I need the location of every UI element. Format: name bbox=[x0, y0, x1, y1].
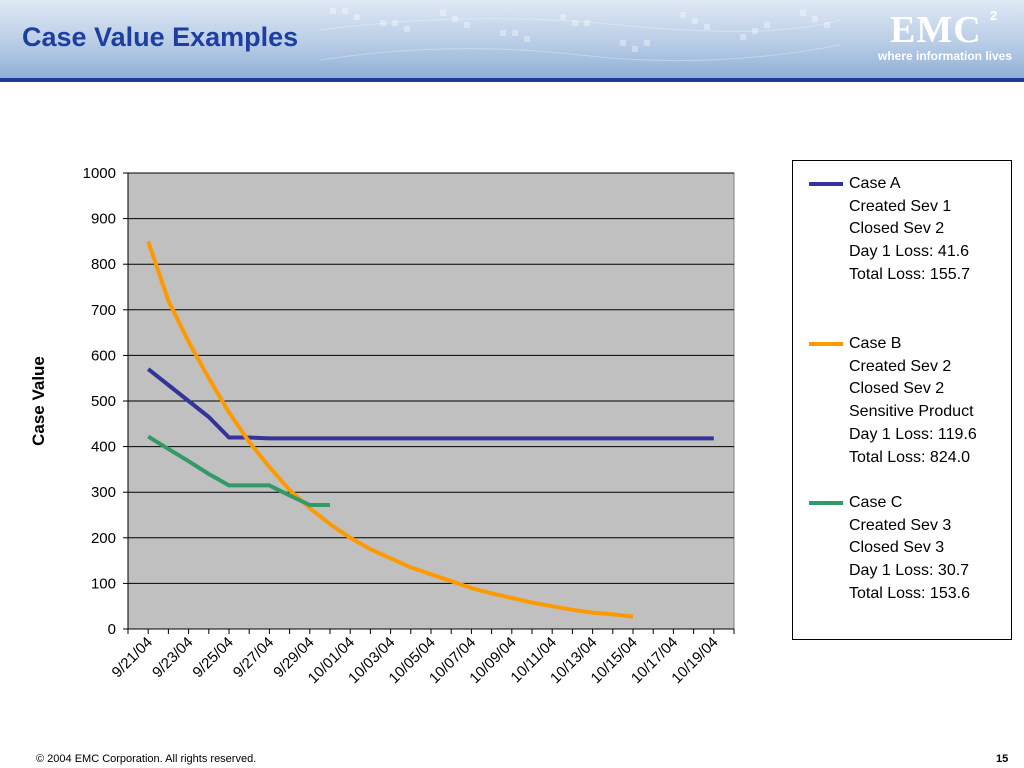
y-tick-label: 500 bbox=[91, 393, 116, 410]
y-tick-label: 800 bbox=[91, 256, 116, 273]
legend-swatch bbox=[809, 501, 843, 505]
series-line-case-c bbox=[147, 434, 330, 507]
y-axis-title: Case Value bbox=[29, 356, 48, 446]
y-tick-label: 900 bbox=[91, 211, 116, 228]
legend-swatch bbox=[809, 342, 843, 346]
banner-divider bbox=[0, 78, 1024, 82]
chart-legend: Case A Created Sev 1 Closed Sev 2 Day 1 Los… bbox=[792, 160, 1012, 640]
y-tick-label: 100 bbox=[91, 575, 116, 592]
y-tick-label: 700 bbox=[91, 302, 116, 319]
copyright-notice: © 2004 EMC Corporation. All rights reser… bbox=[36, 753, 257, 765]
legend-line: Case A bbox=[849, 175, 901, 192]
legend-line: Case C bbox=[849, 494, 903, 511]
legend-line: Total Loss: 153.6 bbox=[849, 584, 970, 602]
legend-text: Case C Created Sev 3 Closed Sev 3 Day 1 Los… bbox=[849, 492, 970, 606]
legend-line: Sensitive Product bbox=[849, 403, 974, 421]
legend-line: Day 1 Loss: 41.6 bbox=[849, 243, 970, 261]
legend-line: Created Sev 1 bbox=[849, 197, 952, 215]
legend-line: Closed Sev 2 bbox=[849, 380, 945, 398]
header-banner: Case Value Examples EMC 2 where informat… bbox=[0, 0, 1024, 78]
y-tick-label: 200 bbox=[91, 530, 116, 547]
x-tick-label: 9/25/04 bbox=[189, 634, 236, 681]
logo-wordmark: EMC bbox=[890, 9, 982, 51]
x-tick-label: 9/27/04 bbox=[230, 634, 277, 681]
legend-text: Case B Created Sev 2 Closed Sev 2 Sensitive… bbox=[849, 333, 977, 469]
series-line-case-a bbox=[146, 367, 714, 441]
logo-superscript: 2 bbox=[990, 8, 998, 23]
y-tick-label: 1000 bbox=[83, 165, 116, 182]
page-number: 15 bbox=[996, 753, 1009, 765]
legend-line: Total Loss: 824.0 bbox=[849, 448, 970, 466]
emc-logo: EMC 2 where information lives bbox=[866, 4, 1016, 72]
legend-line: Day 1 Loss: 119.6 bbox=[849, 425, 977, 443]
legend-line: Total Loss: 155.7 bbox=[849, 265, 970, 283]
legend-line: Day 1 Loss: 30.7 bbox=[849, 562, 970, 580]
x-tick-label: 9/21/04 bbox=[109, 634, 156, 681]
slide-title: Case Value Examples bbox=[22, 22, 299, 52]
series-line-case-b bbox=[146, 240, 634, 619]
logo-tagline: where information lives bbox=[878, 49, 1013, 63]
y-tick-label: 0 bbox=[108, 621, 116, 638]
banner-map-texture bbox=[320, 8, 840, 62]
y-tick-label: 600 bbox=[91, 347, 116, 364]
legend-line: Created Sev 3 bbox=[849, 516, 952, 534]
x-tick-label: 9/23/04 bbox=[149, 634, 196, 681]
legend-line: Case B bbox=[849, 335, 902, 352]
legend-line: Created Sev 2 bbox=[849, 357, 952, 375]
legend-line: Closed Sev 2 bbox=[849, 220, 945, 238]
legend-text: Case A Created Sev 1 Closed Sev 2 Day 1 Los… bbox=[849, 173, 970, 287]
y-tick-label: 300 bbox=[91, 484, 116, 501]
legend-line: Closed Sev 3 bbox=[849, 539, 945, 557]
legend-swatch bbox=[809, 182, 843, 186]
y-tick-label: 400 bbox=[91, 439, 116, 456]
